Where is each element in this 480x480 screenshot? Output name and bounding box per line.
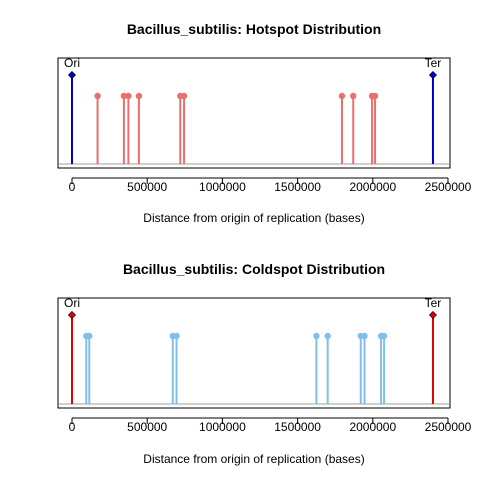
chart-1-marker-label-ori: Ori — [64, 56, 80, 70]
chart-1-spot-point — [94, 92, 101, 100]
chart-2-x-axis-label: Distance from origin of replication (bas… — [143, 452, 364, 466]
chart-1-spot-point — [371, 92, 379, 100]
chart-1-spot-point — [135, 92, 143, 100]
chart-2-x-tick-label: 0 — [69, 420, 76, 434]
chart-2-spot-point — [313, 332, 320, 340]
chart-2-x-tick-label: 500000 — [127, 420, 167, 434]
chart-1-x-tick-label: 2000000 — [349, 180, 396, 194]
chart-2-marker-label-ori: Ori — [64, 296, 80, 310]
chart-1-marker-label-ter: Ter — [425, 56, 442, 70]
chart-2-marker-diamond-ter — [428, 310, 437, 320]
chart-2-spot-point — [324, 332, 331, 340]
chart-1-x-tick-label: 0 — [69, 180, 76, 194]
chart-2-spot-point — [380, 332, 388, 340]
chart-1-x-tick-label: 2500000 — [425, 180, 472, 194]
chart-1-marker-diamond-ori — [67, 70, 77, 80]
chart-1-title: Bacillus_subtilis: Hotspot Distribution — [127, 21, 381, 37]
chart-2-spot-point — [361, 332, 368, 340]
chart-1-spot-point — [120, 92, 128, 100]
chart-2-x-tick-label: 2500000 — [425, 420, 472, 434]
chart-1-spot-point — [125, 92, 132, 100]
chart-2-plot-frame — [57, 297, 451, 409]
chart-2-spot-point — [173, 332, 180, 340]
chart-1-marker-diamond-ter — [428, 70, 437, 80]
chart-2-spot-point — [86, 332, 93, 340]
chart-1-x-axis-label: Distance from origin of replication (bas… — [143, 211, 364, 225]
chart-1-x-tick-label: 1000000 — [199, 180, 246, 194]
chart-2-marker-diamond-ori — [67, 310, 77, 320]
chart-2-marker-label-ter: Ter — [425, 296, 442, 310]
chart-1-spot-point — [350, 92, 357, 100]
chart-1-x-tick-label: 500000 — [127, 180, 167, 194]
chart-1-spot-point — [338, 92, 346, 100]
chart-2-x-tick-label: 2000000 — [349, 420, 396, 434]
chart-1-x-tick-label: 1500000 — [274, 180, 321, 194]
chart-2-title: Bacillus_subtilis: Coldspot Distribution — [123, 261, 385, 277]
chart-2-x-tick-label: 1000000 — [199, 420, 246, 434]
chart-1-plot-frame — [57, 57, 451, 169]
chart-1-spot-point — [180, 92, 188, 100]
chart-2-x-tick-label: 1500000 — [274, 420, 321, 434]
